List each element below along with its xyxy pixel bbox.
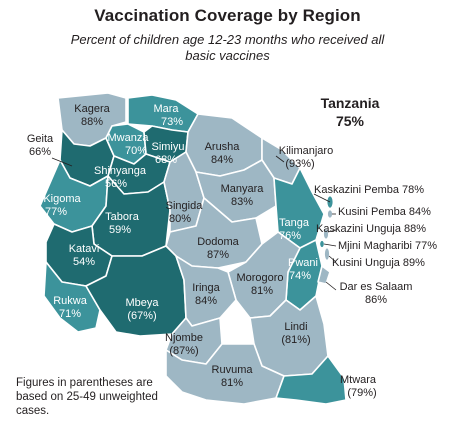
label-rukwa: Rukwa 71% <box>53 295 88 320</box>
label-tabora: Tabora 59% <box>105 211 140 236</box>
region-rukwa <box>43 261 101 333</box>
leader-mjini-magharibi <box>323 243 337 247</box>
leader-kusini-unguja <box>328 255 337 263</box>
island-unguja-north <box>323 228 329 240</box>
label-morogoro: Morogoro 81% <box>236 272 283 297</box>
leader-kaskazini-pemba <box>313 193 331 203</box>
label-kilimanjaro: Kilimanjaro (93%) <box>279 145 333 170</box>
label-simiyu: Simiyu 68% <box>151 141 184 166</box>
map-subtitle: Percent of children age 12-23 months who… <box>70 32 385 63</box>
leader-geita <box>51 157 73 167</box>
island-unguja-south <box>324 247 330 261</box>
region-tanga <box>273 167 325 249</box>
label-ruvuma: Ruvuma 81% <box>212 364 254 389</box>
label-tanga: Tanga 76% <box>279 217 310 242</box>
label-kaskazini-pemba: Kaskazini Pemba 78% <box>314 184 424 196</box>
label-mjini-magharibi: Mjini Magharibi 77% <box>338 240 437 252</box>
leader-kilimanjaro <box>275 155 285 163</box>
label-kusini-unguja: Kusini Unguja 89% <box>332 257 425 269</box>
label-kigoma: Kigoma 77% <box>43 193 81 218</box>
label-mwanza: Mwanza 70% <box>108 132 150 157</box>
label-dar: Dar es Salaam 86% <box>340 281 413 306</box>
footnote: Figures in parentheses are based on 25-4… <box>16 377 158 417</box>
label-kagera: Kagera 88% <box>74 103 110 128</box>
label-shinyanga: Shinyanga 56% <box>94 165 147 190</box>
label-katavi: Katavi 54% <box>69 243 100 268</box>
island-pemba-south <box>327 209 333 219</box>
label-iringa: Iringa 84% <box>192 282 220 307</box>
label-arusha: Arusha 84% <box>205 141 241 166</box>
label-njombe: Njombe (87%) <box>165 332 203 357</box>
label-kaskazini-unguja: Kaskazini Unguja 88% <box>316 223 426 235</box>
label-geita: Geita 66% <box>27 133 54 158</box>
national-value: 75% <box>336 113 365 129</box>
label-mbeya: Mbeya (67%) <box>125 297 159 322</box>
label-dodoma: Dodoma 87% <box>197 236 239 261</box>
leader-kaskazini-unguja <box>327 229 337 233</box>
map-title: Vaccination Coverage by Region <box>94 6 361 25</box>
region-mtwara <box>275 355 347 405</box>
label-pwani: Pwani 74% <box>288 257 318 282</box>
label-manyara: Manyara 83% <box>221 183 265 208</box>
label-singida: Singida 80% <box>166 200 204 225</box>
label-mara: Mara 73% <box>153 103 183 128</box>
label-mtwara: Mtwara (79%) <box>340 374 377 399</box>
leader-dar <box>325 281 337 291</box>
island-unguja-west <box>319 240 325 248</box>
label-lindi: Lindi (81%) <box>281 321 310 346</box>
label-kusini-pemba: Kusini Pemba 84% <box>338 206 431 218</box>
region-iringa <box>175 255 237 327</box>
region-dar <box>317 265 331 285</box>
national-name: Tanzania <box>321 95 380 111</box>
